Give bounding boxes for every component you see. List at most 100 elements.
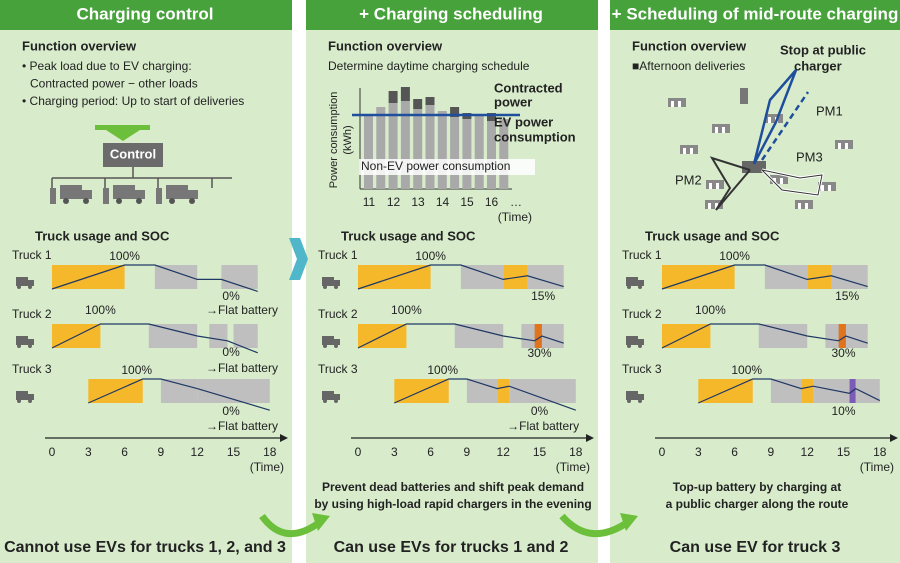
truck-wheel [323, 399, 327, 403]
depot-icon [798, 203, 801, 209]
time-tick-label: 12 [497, 445, 511, 459]
depot-icon [770, 175, 788, 184]
depot-icon [705, 200, 723, 209]
down-arrow [95, 125, 150, 141]
note: by using high-load rapid chargers in the… [314, 497, 591, 511]
truck-wheel [638, 344, 642, 348]
ev-truck [188, 190, 198, 199]
truck-icon [322, 391, 334, 400]
truck-wheel [334, 285, 338, 289]
stop-label: Stop at public [780, 42, 866, 57]
truck-wheel [627, 399, 631, 403]
truck-icon [638, 394, 644, 400]
depot-icon [845, 143, 848, 149]
depot-icon [795, 200, 813, 209]
note: a public charger along the route [666, 497, 849, 511]
chart-tick-label: 11 [363, 195, 376, 209]
non-ev-bar [462, 119, 472, 189]
driving-block [454, 324, 504, 348]
truck-icon [322, 277, 334, 286]
non-ev-bar [364, 114, 373, 189]
route-label: PM1 [816, 103, 843, 118]
time-tick-label: 15 [227, 445, 241, 459]
overview-line: Contracted power − other loads [30, 77, 198, 91]
depot-icon [706, 180, 724, 189]
soc-label: →Flat battery [206, 303, 278, 317]
driving-block [813, 379, 850, 403]
stop-label: charger [794, 58, 842, 73]
truck-wheel [169, 198, 175, 204]
truck-icon [28, 280, 34, 286]
truck-name: Truck 1 [318, 248, 358, 262]
overview-heading: Function overview [632, 38, 747, 53]
non-ev-bar [487, 121, 496, 189]
curved-arrow [259, 513, 323, 538]
charger-icon [50, 188, 56, 204]
driving-block [758, 324, 808, 348]
soc-line [357, 323, 564, 349]
soc-label: 0% [531, 404, 549, 418]
truck-icon [626, 277, 638, 286]
route-label: PM3 [796, 149, 823, 164]
soc-line [51, 323, 258, 354]
chart-tick-label: … [510, 195, 522, 209]
time-tick-label: 6 [121, 445, 128, 459]
panel-title: + Scheduling of mid-route charging [612, 4, 899, 23]
time-tick-label: 3 [391, 445, 398, 459]
overview-heading: Function overview [328, 38, 443, 53]
soc-label: 30% [527, 346, 551, 360]
depot-icon [671, 101, 674, 107]
chart-y-label: Power consumption [328, 92, 340, 189]
chart-y-label: (kWh) [342, 125, 354, 154]
ev-truck [166, 185, 188, 199]
time-tick-label: 12 [801, 445, 815, 459]
driving-block [466, 379, 498, 403]
contracted-label: power [494, 94, 532, 109]
ev-bar [388, 91, 398, 103]
depot-icon [716, 183, 719, 189]
overview-heading: Function overview [22, 38, 137, 53]
note: Top-up battery by charging at [673, 480, 841, 494]
chart-tick-label: 13 [411, 195, 425, 209]
time-tick-label: 6 [427, 445, 434, 459]
soc-label: 15% [835, 289, 859, 303]
soc-label: 0% [222, 345, 240, 359]
truck-wheel [83, 198, 89, 204]
depot-icon [709, 183, 712, 189]
chart-unit: (Time) [498, 210, 532, 224]
y-label-group: Power consumption (kWh) [328, 92, 354, 189]
time-unit: (Time) [556, 460, 590, 474]
truck-wheel [28, 399, 32, 403]
chart-tick-label: 14 [436, 195, 450, 209]
route-label: PM2 [675, 172, 702, 187]
soc-label: 30% [831, 346, 855, 360]
truck-wheel [63, 198, 69, 204]
truck-icon [334, 394, 340, 400]
truck-wheel [17, 285, 21, 289]
depot-icon [680, 145, 698, 154]
soc-line [88, 378, 270, 411]
ev-bar [450, 107, 460, 117]
overview-line: • Charging period: Up to start of delive… [22, 94, 244, 108]
driving-block [160, 379, 198, 403]
truck-wheel [28, 344, 32, 348]
note: Prevent dead batteries and shift peak de… [322, 480, 584, 494]
depot-icon [768, 117, 771, 123]
soc-label: 100% [731, 363, 762, 377]
time-tick-label: 9 [158, 445, 165, 459]
panel-header [0, 0, 292, 30]
soc-line [661, 264, 868, 290]
overview-line: • Peak load due to EV charging: [22, 59, 192, 73]
depot-icon [715, 203, 718, 209]
control-label: Control [110, 146, 156, 161]
time-axis-arrow [586, 434, 594, 442]
time-tick-label: 3 [85, 445, 92, 459]
curved-arrow-head [620, 513, 638, 531]
driving-block [233, 324, 258, 348]
non-ev-bar [437, 111, 447, 189]
soc-label: 10% [831, 404, 855, 418]
soc-label: 100% [427, 363, 458, 377]
time-unit: (Time) [860, 460, 894, 474]
soc-label: 100% [695, 303, 726, 317]
